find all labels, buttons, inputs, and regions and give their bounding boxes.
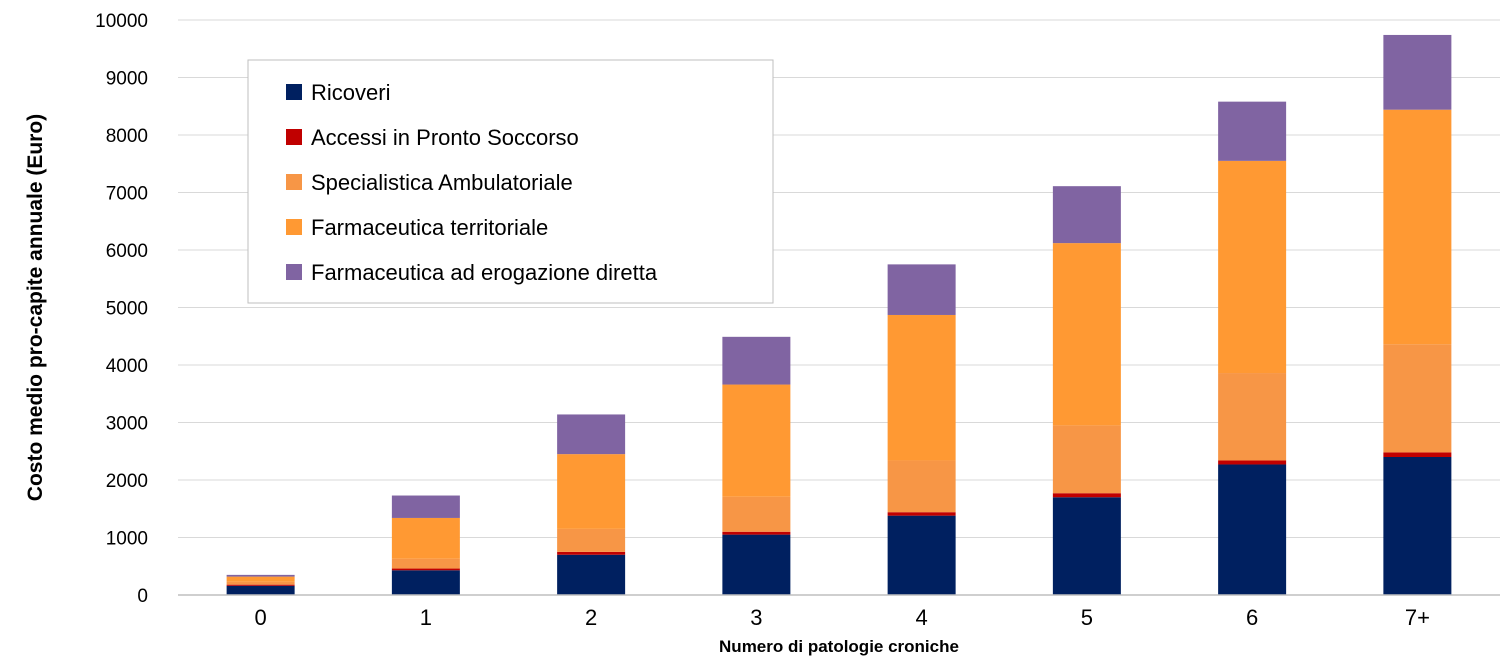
bar-segment bbox=[1218, 464, 1287, 595]
y-tick-label: 3000 bbox=[106, 414, 148, 435]
bar-segment bbox=[391, 517, 460, 559]
bar-segment bbox=[557, 454, 626, 529]
x-tick-label: 2 bbox=[585, 605, 597, 630]
bar-segment bbox=[226, 581, 295, 585]
bar-segment bbox=[722, 336, 791, 385]
bar-segment bbox=[557, 528, 626, 552]
legend: Ricoveri Accessi in Pronto Soccorso Specia… bbox=[247, 59, 774, 304]
bar-segment bbox=[722, 534, 791, 595]
bar-segment bbox=[1383, 34, 1452, 110]
bar-segment bbox=[1383, 452, 1452, 457]
legend-label: Ricoveri bbox=[311, 80, 390, 105]
legend-swatch bbox=[286, 174, 302, 190]
bar-segment bbox=[1383, 109, 1452, 345]
bar-segment bbox=[1052, 425, 1121, 494]
legend-label: Farmaceutica territoriale bbox=[311, 215, 548, 240]
bar-segment bbox=[391, 568, 460, 571]
bar-segment bbox=[226, 585, 295, 595]
y-tick-label: 5000 bbox=[106, 299, 148, 320]
bar-segment bbox=[1383, 344, 1452, 453]
y-tick-label: 6000 bbox=[106, 241, 148, 262]
bar-segment bbox=[391, 570, 460, 595]
bar-segment bbox=[887, 515, 956, 595]
y-tick-label: 7000 bbox=[106, 184, 148, 205]
bar-segment bbox=[226, 574, 295, 577]
y-tick-label: 9000 bbox=[106, 69, 148, 90]
bar-segment bbox=[887, 314, 956, 461]
y-tick-label: 0 bbox=[137, 586, 148, 607]
x-tick-label: 0 bbox=[255, 605, 267, 630]
y-tick-label: 1000 bbox=[106, 529, 148, 550]
y-tick-label: 2000 bbox=[106, 471, 148, 492]
bar-segment bbox=[557, 554, 626, 595]
x-tick-label: 4 bbox=[916, 605, 928, 630]
legend-label: Accessi in Pronto Soccorso bbox=[311, 125, 579, 150]
bar-segment bbox=[226, 584, 295, 586]
bar-segment bbox=[391, 558, 460, 569]
bar-segment bbox=[557, 551, 626, 555]
bar-segment bbox=[1383, 457, 1452, 595]
bar-segment bbox=[1052, 186, 1121, 244]
y-tick-label: 10000 bbox=[95, 11, 148, 32]
legend-swatch bbox=[286, 129, 302, 145]
y-tick-labels: 0 1000 2000 3000 4000 5000 6000 7000 8000 9000 100… bbox=[95, 11, 148, 607]
bar-segment bbox=[1218, 373, 1287, 461]
bar-segment bbox=[557, 414, 626, 455]
legend-label: Farmaceutica ad erogazione diretta bbox=[311, 260, 658, 285]
bar-segment bbox=[722, 384, 791, 497]
x-tick-labels: 0 1 2 3 4 5 6 7+ bbox=[255, 605, 1430, 630]
bar-segment bbox=[1052, 243, 1121, 426]
legend-swatch bbox=[286, 84, 302, 100]
y-tick-label: 8000 bbox=[106, 126, 148, 147]
legend-swatch bbox=[286, 219, 302, 235]
x-axis-title: Numero di patologie croniche bbox=[719, 637, 959, 656]
bars bbox=[226, 34, 1452, 595]
bar-segment bbox=[391, 495, 460, 518]
y-axis-title: Costo medio pro-capite annuale (Euro) bbox=[24, 114, 47, 501]
bar-segment bbox=[722, 496, 791, 532]
x-tick-label: 3 bbox=[750, 605, 762, 630]
bar-segment bbox=[887, 460, 956, 513]
x-tick-label: 6 bbox=[1246, 605, 1258, 630]
bar-segment bbox=[1052, 497, 1121, 595]
legend-label: Specialistica Ambulatoriale bbox=[311, 170, 573, 195]
bar-segment bbox=[1052, 493, 1121, 498]
x-tick-label: 7+ bbox=[1405, 605, 1430, 630]
bar-segment bbox=[1218, 101, 1287, 161]
bar-segment bbox=[1218, 160, 1287, 374]
bar-segment bbox=[1218, 460, 1287, 465]
x-tick-label: 1 bbox=[420, 605, 432, 630]
bar-segment bbox=[722, 531, 791, 535]
y-tick-label: 4000 bbox=[106, 356, 148, 377]
legend-box bbox=[247, 59, 774, 304]
legend-swatch bbox=[286, 264, 302, 280]
bar-segment bbox=[887, 264, 956, 315]
bar-segment bbox=[226, 576, 295, 582]
x-tick-label: 5 bbox=[1081, 605, 1093, 630]
bar-segment bbox=[887, 512, 956, 516]
